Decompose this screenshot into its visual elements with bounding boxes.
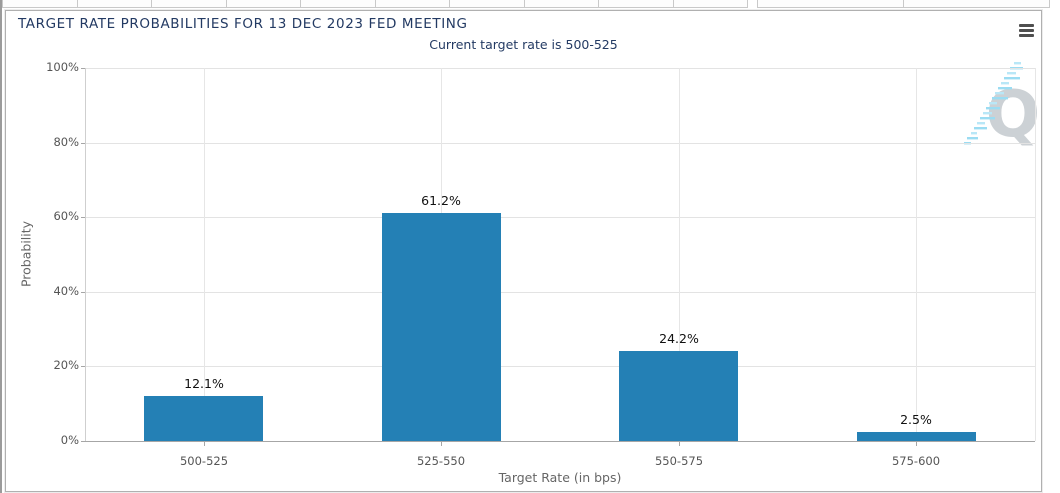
y-tick-label: 80% bbox=[53, 135, 79, 149]
hamburger-menu-icon bbox=[1017, 24, 1037, 37]
q-logo-watermark: Q bbox=[964, 62, 1040, 151]
chart-title: TARGET RATE PROBABILITIES FOR 13 DEC 202… bbox=[18, 16, 468, 32]
x-grid-line bbox=[916, 68, 917, 441]
top-tab[interactable] bbox=[758, 0, 904, 7]
top-tab-strip-right[interactable] bbox=[757, 0, 1050, 8]
x-axis-title: Target Rate (in bps) bbox=[498, 470, 622, 485]
y-tick-mark bbox=[81, 441, 85, 442]
x-axis-line bbox=[85, 441, 1035, 442]
x-grid-line bbox=[679, 68, 680, 441]
y-grid-line bbox=[85, 217, 1035, 218]
x-tick-label: 500-525 bbox=[179, 454, 229, 468]
y-tick-label: 20% bbox=[53, 358, 79, 372]
chart-subtitle: Current target rate is 500-525 bbox=[429, 37, 618, 52]
x-tick-mark bbox=[204, 442, 205, 446]
plot-right-border bbox=[1035, 68, 1036, 441]
x-tick-label: 525-550 bbox=[416, 454, 466, 468]
x-tick-mark bbox=[916, 442, 917, 446]
y-tick-label: 60% bbox=[53, 209, 79, 223]
y-tick-label: 40% bbox=[53, 284, 79, 298]
top-tab[interactable] bbox=[599, 0, 674, 7]
bar-value-label: 61.2% bbox=[421, 193, 461, 208]
y-grid-line bbox=[85, 143, 1035, 144]
y-tick-mark bbox=[81, 292, 85, 293]
top-tab[interactable] bbox=[525, 0, 599, 7]
bar[interactable] bbox=[382, 213, 501, 441]
bar[interactable] bbox=[619, 351, 738, 441]
top-tab[interactable] bbox=[301, 0, 376, 7]
y-grid-line bbox=[85, 366, 1035, 367]
x-grid-line bbox=[204, 68, 205, 441]
x-tick-label: 575-600 bbox=[891, 454, 941, 468]
top-tab[interactable] bbox=[152, 0, 227, 7]
y-tick-label: 0% bbox=[60, 433, 79, 447]
watermark-letter: Q bbox=[986, 78, 1040, 151]
top-tab[interactable] bbox=[376, 0, 450, 7]
y-tick-mark bbox=[81, 366, 85, 367]
top-tab[interactable] bbox=[3, 0, 78, 7]
top-tab-strip-left[interactable] bbox=[2, 0, 748, 8]
top-tab[interactable] bbox=[904, 0, 1049, 7]
y-tick-mark bbox=[81, 217, 85, 218]
top-tab[interactable] bbox=[450, 0, 525, 7]
top-tab[interactable] bbox=[674, 0, 748, 7]
y-axis-line bbox=[85, 68, 86, 441]
y-axis-title: Probability bbox=[18, 220, 34, 288]
y-grid-line bbox=[85, 68, 1035, 69]
bar-value-label: 12.1% bbox=[184, 376, 224, 391]
x-tick-mark bbox=[679, 442, 680, 446]
bar[interactable] bbox=[857, 432, 976, 441]
x-tick-label: 550-575 bbox=[654, 454, 704, 468]
y-tick-mark bbox=[81, 143, 85, 144]
bar[interactable] bbox=[144, 396, 263, 441]
top-tab[interactable] bbox=[227, 0, 301, 7]
bar-value-label: 2.5% bbox=[900, 412, 932, 427]
bar-value-label: 24.2% bbox=[659, 331, 699, 346]
y-grid-line bbox=[85, 292, 1035, 293]
y-tick-mark bbox=[81, 68, 85, 69]
x-tick-mark bbox=[441, 442, 442, 446]
top-tab[interactable] bbox=[78, 0, 152, 7]
y-tick-label: 100% bbox=[46, 60, 79, 74]
chart-context-menu-button[interactable] bbox=[1017, 24, 1037, 40]
